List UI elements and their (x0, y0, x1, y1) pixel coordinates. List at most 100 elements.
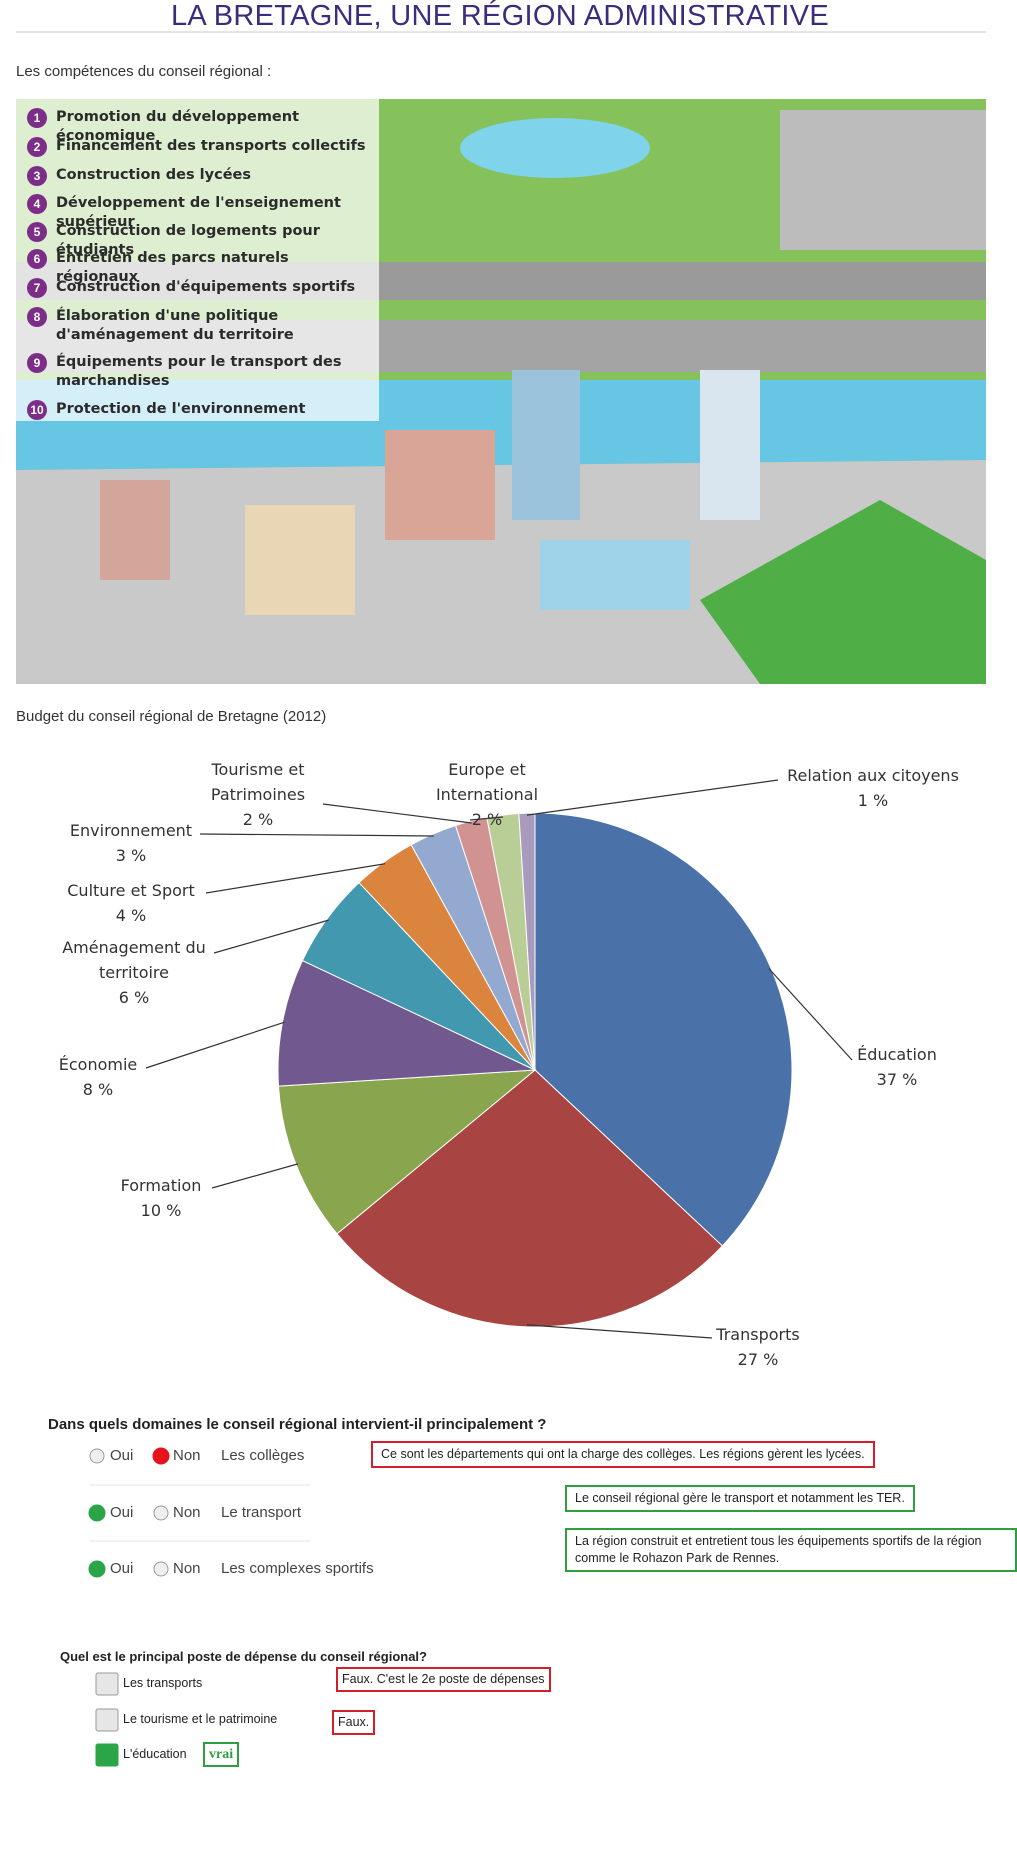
category-label: Transports (716, 1325, 800, 1344)
legend-label: Protection de l'environnement (56, 401, 306, 417)
legend-number: 6 (27, 249, 47, 269)
feedback: Ce sont les départements qui ont la char… (371, 1441, 875, 1468)
value-label: 2 % (242, 810, 274, 829)
slice-label: Formation 10 % (96, 1173, 226, 1223)
leader-line (768, 968, 853, 1061)
category-label: Environnement (69, 821, 193, 840)
legend-number: 10 (27, 400, 47, 420)
checkbox-label: Les transports (123, 1676, 203, 1690)
radio-label: Oui (110, 1560, 134, 1577)
checkbox[interactable] (95, 1672, 119, 1696)
value-label: 8 % (82, 1080, 114, 1099)
value-label: 4 % (115, 906, 147, 925)
leader-line (145, 1021, 285, 1069)
legend-number: 3 (27, 166, 47, 186)
leader-line (526, 779, 779, 816)
pie-slice (534, 812, 793, 1247)
chart-title: Budget du conseil régional de Bretagne (… (16, 708, 327, 725)
legend-label: Élaboration d'une politique d'aménagemen… (56, 308, 294, 343)
category-label: Formation (120, 1176, 202, 1195)
slice-label: Économie 8 % (38, 1052, 158, 1102)
slice-label: Culture et Sport 4 % (41, 878, 221, 928)
row-label: Le transport (221, 1504, 302, 1521)
quiz-question: Quel est le principal poste de dépense d… (60, 1649, 427, 1664)
legend-number: 8 (27, 307, 47, 327)
pie-slice (277, 959, 536, 1087)
radio-label: Non (173, 1504, 201, 1521)
pie-slice (336, 1069, 724, 1328)
page-title: LA BRETAGNE, UNE RÉGION ADMINISTRATIVE (170, 0, 830, 32)
illustration (16, 99, 986, 684)
feedback: Le conseil régional gère le transport et… (565, 1485, 915, 1512)
radio-label: Oui (110, 1447, 134, 1464)
category-label: Relation aux citoyens (787, 766, 959, 785)
row-label: Les collèges (221, 1447, 305, 1464)
legend-label: Promotion du développement économique (56, 109, 300, 144)
legend-label: Équipements pour le transport des marcha… (56, 354, 342, 389)
legend-label: Développement de l'enseignement supérieu… (56, 195, 341, 230)
legend-label: Entretien des parcs naturels régionaux (56, 250, 289, 285)
slice-label: Europe et International 2 % (417, 757, 557, 832)
leader-line (526, 1324, 713, 1339)
row-label: Les complexes sportifs (221, 1560, 374, 1577)
checkbox[interactable] (95, 1743, 119, 1767)
slice-label: Environnement 3 % (46, 818, 216, 868)
category-label: Europe et International (435, 760, 539, 804)
building (245, 505, 355, 615)
value-label: 27 % (737, 1350, 779, 1369)
category-label: Éducation (857, 1045, 937, 1064)
legend-number: 5 (27, 222, 47, 242)
pool (540, 540, 690, 610)
legend-label: Construction de logements pour étudiants (56, 223, 320, 258)
feedback: La région construit et entretient tous l… (565, 1528, 1017, 1572)
building (100, 480, 170, 580)
slice-label: Éducation 37 % (812, 1042, 982, 1092)
slice-label: Relation aux citoyens 1 % (763, 763, 983, 813)
legend-label: Construction d'équipements sportifs (56, 279, 356, 295)
legend-label: Construction des lycées (56, 167, 251, 183)
checkbox-label: L'éducation (123, 1747, 187, 1761)
legend-number: 2 (27, 137, 47, 157)
legend-panel (16, 99, 379, 421)
radio-button[interactable] (89, 1448, 105, 1464)
pie-slice (518, 812, 536, 1071)
value-label: 6 % (118, 988, 150, 1007)
radio-button[interactable] (153, 1505, 169, 1521)
value-label: 2 % (471, 810, 503, 829)
leader-line (469, 816, 504, 821)
slice-label: Tourisme et Patrimoines 2 % (193, 757, 323, 832)
leader-line (199, 833, 434, 837)
legend-number: 4 (27, 194, 47, 214)
radio-button[interactable] (88, 1560, 106, 1578)
building (512, 370, 580, 520)
category-label: Culture et Sport (67, 881, 195, 900)
stadium (700, 500, 986, 684)
quiz-question: Dans quels domaines le conseil régional … (48, 1416, 547, 1433)
leader-line (213, 919, 329, 954)
radio-label: Non (173, 1447, 201, 1464)
value-label: 3 % (115, 846, 147, 865)
feedback: Faux. C'est le 2e poste de dépenses (336, 1667, 551, 1692)
legend-number: 9 (27, 353, 47, 373)
value-label: 37 % (876, 1070, 918, 1089)
leader-line (322, 803, 472, 824)
radio-button[interactable] (152, 1447, 170, 1465)
airport (780, 110, 986, 250)
checkbox[interactable] (95, 1708, 119, 1732)
radio-button[interactable] (153, 1561, 169, 1577)
legend-number: 7 (27, 278, 47, 298)
radio-label: Oui (110, 1504, 134, 1521)
pond (460, 118, 650, 178)
checkbox-label: Le tourisme et le patrimoine (123, 1712, 278, 1726)
legend-number: 1 (27, 108, 47, 128)
value-label: 1 % (857, 791, 889, 810)
slice-label: Aménagement du territoire 6 % (39, 935, 229, 1010)
radio-label: Non (173, 1560, 201, 1577)
leader-line (205, 863, 386, 894)
slice-label: Transports 27 % (678, 1322, 838, 1372)
category-label: Tourisme et Patrimoines (210, 760, 306, 804)
radio-button[interactable] (88, 1504, 106, 1522)
feedback: vrai (203, 1742, 240, 1767)
